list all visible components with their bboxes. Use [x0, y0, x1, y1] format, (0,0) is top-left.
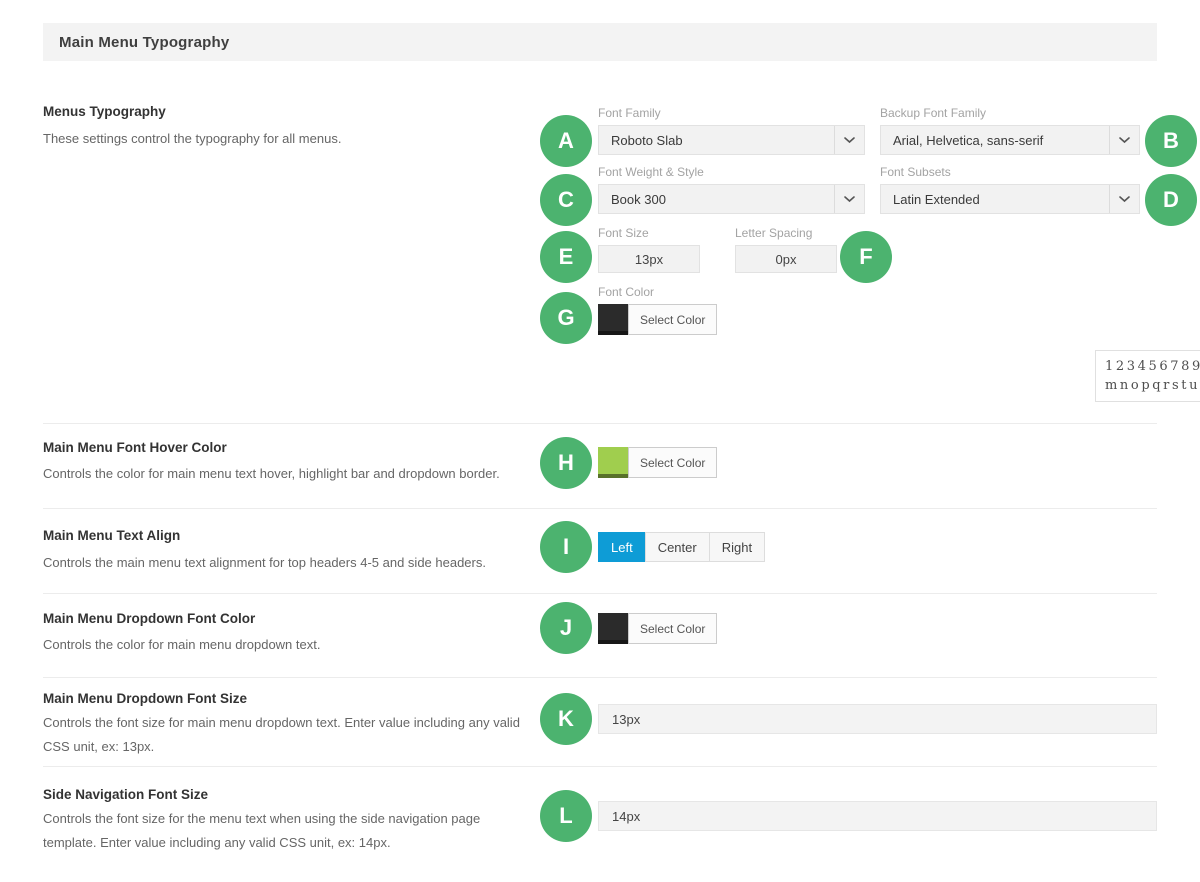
section-title-bar: Main Menu Typography — [43, 23, 1157, 61]
font-family-field: Font Family Roboto Slab — [598, 106, 865, 155]
marker-f: F — [840, 231, 892, 283]
row-description: Controls the color for main menu dropdow… — [43, 637, 321, 652]
page-title: Main Menu Typography — [59, 33, 230, 51]
font-weight-style-select[interactable]: Book 300 — [598, 184, 865, 214]
field-label: Font Color — [598, 285, 655, 299]
row-heading: Main Menu Dropdown Font Size — [43, 691, 247, 706]
dropdown-font-size-row: Main Menu Dropdown Font Size Controls th… — [43, 691, 1157, 769]
font-family-select[interactable]: Roboto Slab — [598, 125, 865, 155]
select-value: Latin Extended — [893, 191, 980, 207]
select-color-button[interactable]: Select Color — [628, 613, 718, 644]
field-label: Font Subsets — [880, 165, 951, 179]
letter-spacing-field: Letter Spacing — [735, 226, 837, 273]
field-label: Backup Font Family — [880, 106, 987, 120]
marker-c: C — [540, 174, 592, 226]
row-description: Controls the color for main menu text ho… — [43, 466, 500, 481]
font-size-input[interactable] — [598, 245, 700, 273]
chevron-down-icon — [834, 185, 864, 213]
color-swatch — [598, 304, 628, 335]
marker-l: L — [540, 790, 592, 842]
select-color-button[interactable]: Select Color — [628, 447, 718, 478]
hover-color-row: Main Menu Font Hover Color Controls the … — [43, 437, 1157, 507]
chevron-down-icon — [834, 126, 864, 154]
align-left-button[interactable]: Left — [598, 532, 646, 562]
text-align-row: Main Menu Text Align Controls the main m… — [43, 521, 1157, 593]
field-label: Font Family — [598, 106, 661, 120]
row-heading: Menus Typography — [43, 104, 166, 119]
side-nav-font-size-row: Side Navigation Font Size Controls the f… — [43, 787, 1157, 867]
marker-g: G — [540, 292, 592, 344]
font-preview: 1234567890ABCDEFGHIJKLMNOPQRSTUVWXYZabcd… — [1095, 350, 1200, 402]
divider — [43, 423, 1157, 424]
backup-font-family-select[interactable]: Arial, Helvetica, sans-serif — [880, 125, 1140, 155]
chevron-down-icon — [1109, 185, 1139, 213]
align-right-button[interactable]: Right — [708, 532, 766, 562]
marker-d: D — [1145, 174, 1197, 226]
chevron-down-icon — [1109, 126, 1139, 154]
select-value: Book 300 — [611, 191, 666, 207]
marker-h: H — [540, 437, 592, 489]
font-size-field: Font Size — [598, 226, 700, 273]
select-color-button[interactable]: Select Color — [628, 304, 718, 335]
marker-e: E — [540, 231, 592, 283]
menus-typography-row: Menus Typography These settings control … — [43, 104, 1200, 402]
marker-b: B — [1145, 115, 1197, 167]
font-color-field: Font Color Select Color — [598, 285, 718, 335]
marker-k: K — [540, 693, 592, 745]
row-text: Menus Typography These settings control … — [43, 104, 1157, 151]
row-heading: Main Menu Font Hover Color — [43, 440, 227, 455]
select-value: Arial, Helvetica, sans-serif — [893, 132, 1044, 148]
marker-a: A — [540, 115, 592, 167]
row-heading: Side Navigation Font Size — [43, 787, 209, 802]
font-subsets-field: Font Subsets Latin Extended — [880, 165, 1140, 214]
dropdown-font-color-picker[interactable]: Select Color — [598, 613, 718, 644]
font-color-picker[interactable]: Select Color — [598, 304, 718, 335]
font-subsets-select[interactable]: Latin Extended — [880, 184, 1140, 214]
row-description: These settings control the typography fo… — [43, 131, 342, 146]
side-nav-font-size-input[interactable] — [598, 801, 1157, 831]
row-heading: Main Menu Dropdown Font Color — [43, 611, 256, 626]
row-description: Controls the font size for main menu dro… — [43, 715, 520, 754]
dropdown-font-color-row: Main Menu Dropdown Font Color Controls t… — [43, 602, 1157, 674]
divider — [43, 766, 1157, 767]
dropdown-font-size-input[interactable] — [598, 704, 1157, 734]
align-center-button[interactable]: Center — [644, 532, 710, 562]
row-description: Controls the main menu text alignment fo… — [43, 555, 486, 570]
divider — [43, 677, 1157, 678]
letter-spacing-input[interactable] — [735, 245, 837, 273]
select-value: Roboto Slab — [611, 132, 683, 148]
field-label: Font Size — [598, 226, 649, 240]
row-heading: Main Menu Text Align — [43, 528, 181, 543]
field-label: Font Weight & Style — [598, 165, 704, 179]
field-label: Letter Spacing — [735, 226, 813, 240]
color-swatch — [598, 613, 628, 644]
divider — [43, 593, 1157, 594]
marker-j: J — [540, 602, 592, 654]
row-description: Controls the font size for the menu text… — [43, 811, 481, 850]
font-weight-style-field: Font Weight & Style Book 300 — [598, 165, 865, 214]
divider — [43, 508, 1157, 509]
text-align-button-group: Left Center Right — [598, 532, 766, 562]
color-swatch — [598, 447, 628, 478]
hover-color-picker[interactable]: Select Color — [598, 447, 718, 478]
marker-i: I — [540, 521, 592, 573]
backup-font-family-field: Backup Font Family Arial, Helvetica, san… — [880, 106, 1140, 155]
